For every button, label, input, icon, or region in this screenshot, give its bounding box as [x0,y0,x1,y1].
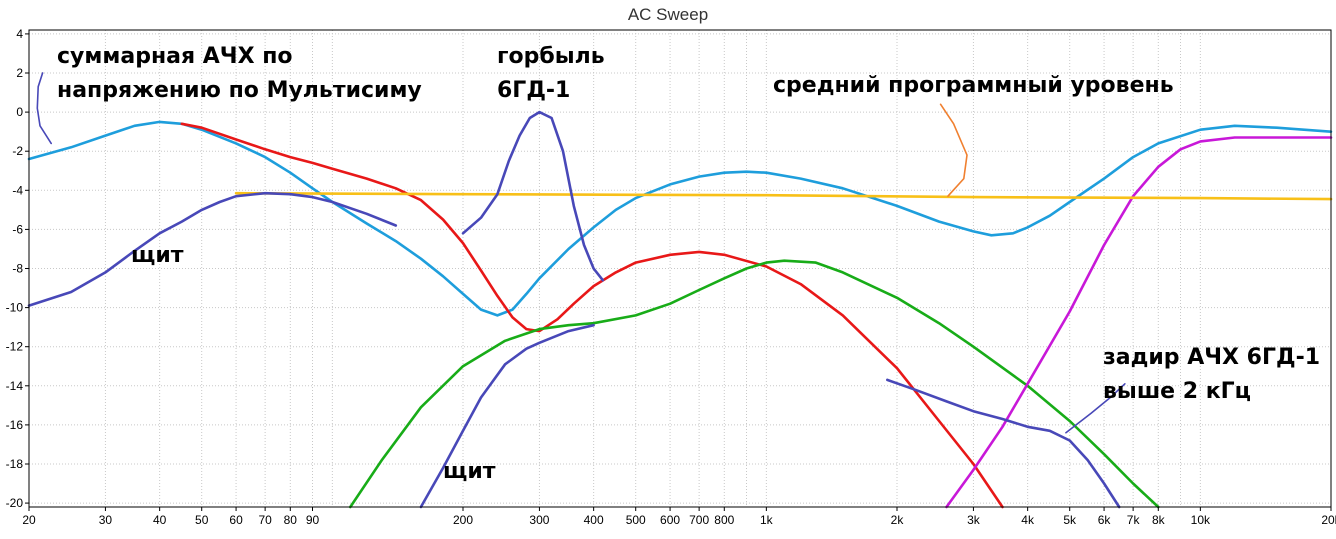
x-tick-label: 1k [760,513,774,527]
y-tick-label: 2 [16,66,23,80]
x-axis-ticks: 20 30 40 50 60 70 80 90 200 300 400 500 600 700 800 1k 2… [22,507,1336,527]
x-tick-label: 3k [967,513,981,527]
x-tick-label: 60 [229,513,243,527]
x-tick-label: 70 [258,513,272,527]
x-tick-label: 500 [626,513,646,527]
chart-title: AC Sweep [627,5,709,24]
x-tick-label: 40 [153,513,167,527]
x-tick-label: 6k [1098,513,1112,527]
y-tick-label: -2 [12,144,23,158]
annotation-label: щит [131,243,184,268]
x-tick-label: 5k [1063,513,1077,527]
annotation-label: щит [443,459,496,484]
y-tick-label: -10 [6,301,24,315]
annotation-label: суммарная АЧХ по напряжению по Мультисим… [57,44,422,103]
x-tick-label: 600 [660,513,680,527]
x-tick-label: 300 [529,513,549,527]
x-tick-label: 800 [714,513,734,527]
x-tick-label: 400 [584,513,604,527]
y-tick-label: 0 [16,105,23,119]
annotation-label: средний программный уровень [773,73,1174,98]
y-tick-label: -20 [6,496,24,510]
y-tick-label: -16 [6,418,24,432]
x-tick-label: 4k [1021,513,1035,527]
x-tick-label: 20k [1321,513,1336,527]
y-tick-label: -18 [6,457,24,471]
series-line-red [180,122,1004,509]
x-tick-label: 10k [1191,513,1211,527]
series-line-blue_6gd1_top [886,378,1121,509]
x-tick-label: 8k [1152,513,1166,527]
annotation-label: задир АЧХ 6ГД-1 выше 2 кГц [1103,345,1321,404]
grid [28,30,1332,507]
x-tick-label: 30 [99,513,113,527]
x-tick-label: 7k [1127,513,1141,527]
annotation-pointer [36,72,52,145]
y-tick-label: 4 [16,27,23,41]
annotation-pointer [939,103,968,197]
y-tick-label: -12 [6,340,24,354]
x-tick-label: 80 [284,513,298,527]
x-tick-label: 90 [306,513,320,527]
series-line-sum [27,120,1333,317]
x-tick-label: 200 [453,513,473,527]
y-tick-label: -4 [12,183,23,197]
series-line-blue_hump [461,110,605,282]
series-line-magenta [945,136,1333,509]
y-tick-label: -6 [12,222,23,236]
x-tick-label: 50 [195,513,209,527]
annotation-label: горбыль 6ГД-1 [497,44,605,103]
series-line-blue_shield_low [27,191,398,307]
y-tick-label: -8 [12,262,23,276]
series-lines [27,72,1333,509]
series-line-level [234,191,1333,201]
x-tick-label: 700 [689,513,709,527]
x-tick-label: 20 [22,513,36,527]
x-tick-label: 2k [891,513,905,527]
annotation-pointer [1065,383,1126,434]
y-tick-label: -14 [6,379,24,393]
series-line-blue_shield_high [419,323,595,509]
y-axis-ticks: 4 2 0 -2 -4 -6 -8 -10 -12 -14 -16 -18 -20 [6,27,29,510]
